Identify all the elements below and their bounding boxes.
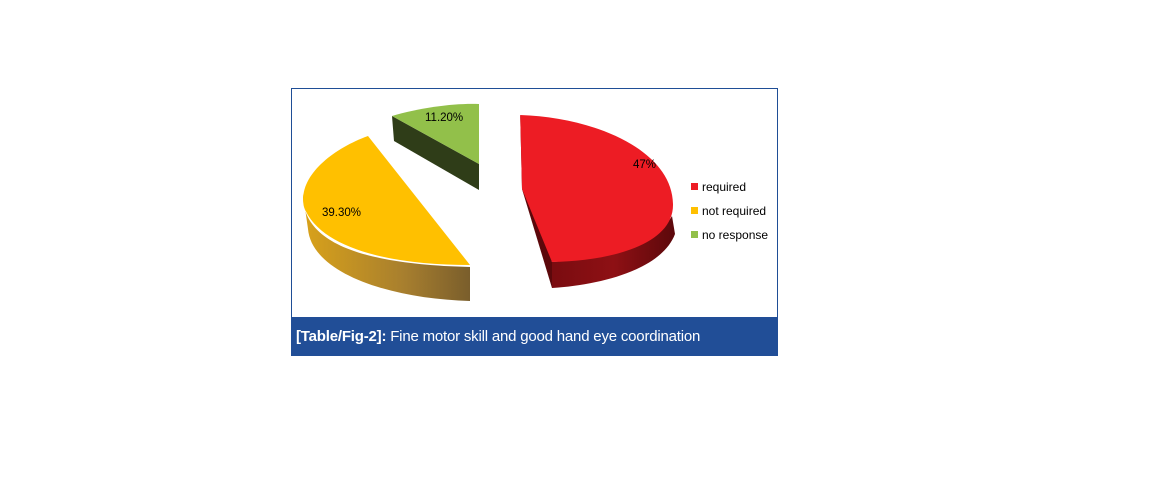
caption-tag: [Table/Fig-2]: — [296, 328, 387, 345]
legend-label-required: required — [702, 180, 746, 194]
figure-caption: [Table/Fig-2]: Fine motor skill and good… — [291, 317, 778, 356]
slice-side-required-rim — [552, 216, 675, 288]
slice-required — [520, 115, 674, 262]
slice-side-not-required — [302, 194, 470, 301]
legend-swatch-no-response — [691, 231, 698, 238]
legend-swatch-required — [691, 183, 698, 190]
legend-label-not-required: not required — [702, 204, 766, 218]
pie-chart: 47% 39.30% 11.20% required not required … — [302, 103, 768, 301]
slice-not-required — [303, 136, 470, 265]
data-label-not-required: 39.30% — [322, 207, 361, 219]
legend-label-no-response: no response — [702, 228, 768, 242]
slice-no-response — [392, 103, 479, 164]
slice-side-no-response — [392, 116, 479, 190]
figure: 47% 39.30% 11.20% required not required … — [291, 88, 778, 356]
chart-frame: 47% 39.30% 11.20% required not required … — [291, 88, 778, 317]
data-label-no-response: 11.20% — [425, 112, 463, 124]
data-label-required: 47% — [633, 159, 656, 171]
caption-text: Fine motor skill and good hand eye coord… — [390, 328, 701, 345]
legend: required not required no response — [691, 180, 768, 242]
legend-swatch-not-required — [691, 207, 698, 214]
